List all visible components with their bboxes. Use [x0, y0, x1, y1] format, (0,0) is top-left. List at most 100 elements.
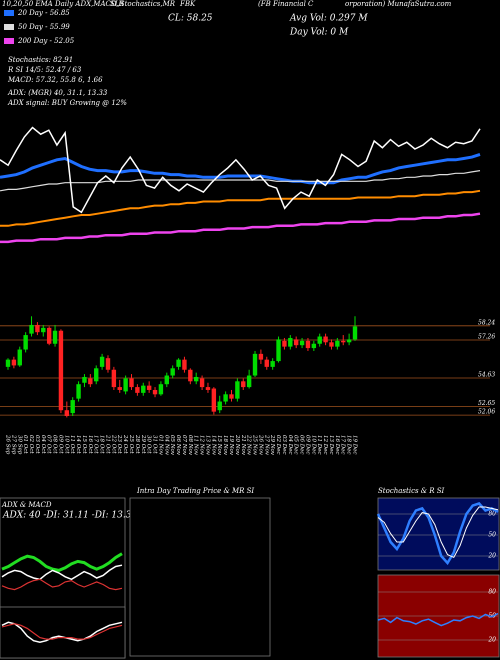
panel-title: Stochastics & R SI	[378, 487, 445, 495]
close-price: CL: 58.25	[168, 14, 213, 24]
line	[1, 552, 123, 572]
y-tick-label: 20	[487, 553, 496, 560]
candle-body	[305, 340, 311, 349]
line	[376, 502, 499, 566]
candle-body	[88, 378, 93, 385]
line	[1, 623, 123, 640]
header-text: 10,20,50 EMA Daily ADX,MACD,R	[2, 0, 124, 8]
candle-body	[317, 336, 322, 344]
x-tick-label: 05 Dec	[293, 435, 299, 455]
line	[377, 506, 499, 559]
candle-body	[199, 378, 205, 388]
x-tick-label: 23 Oct	[116, 434, 122, 454]
legend-swatch	[4, 10, 14, 16]
x-tick-label: 31 Oct	[152, 435, 158, 454]
candle-body	[176, 359, 181, 367]
y-tick-label: 20	[487, 637, 496, 644]
panel-title: Intra Day Trading Price & MR SI	[136, 487, 254, 495]
candle-body	[99, 356, 105, 367]
x-tick-label: 30 Oct	[146, 435, 152, 454]
x-tick-label: 04 Nov	[163, 435, 169, 456]
x-tick-label: 18 Nov	[222, 435, 228, 456]
legend-label: 50 Day - 55.99	[18, 23, 70, 31]
x-tick-label: 19 Dec	[352, 435, 358, 455]
x-tick-label: 04 Dec	[287, 435, 293, 455]
candle-body	[341, 340, 346, 343]
x-tick-label: 22 Nov	[246, 434, 252, 456]
x-tick-label: 28 Oct	[134, 434, 140, 454]
x-tick-label: 06 Nov	[175, 435, 181, 456]
x-tick-label: 05 Nov	[169, 435, 175, 456]
candle-body	[164, 375, 169, 385]
x-tick-label: 26 Sep	[5, 434, 11, 455]
x-tick-label: 29 Nov	[269, 434, 275, 456]
line	[0, 189, 481, 227]
y-tick-label: 54.63	[478, 371, 495, 378]
candle-body	[229, 394, 234, 399]
line	[0, 170, 481, 192]
candle-body	[105, 358, 111, 370]
x-tick-label: 21 Oct	[104, 434, 110, 454]
candle-body	[117, 387, 122, 390]
x-tick-label: 27 Sep	[10, 434, 16, 455]
x-tick-label: 19 Nov	[228, 435, 234, 456]
candle-body	[94, 368, 99, 382]
stochastics-text: Stochastics: 82.91	[8, 56, 73, 64]
line	[0, 126, 481, 214]
x-tick-label: 03 Dec	[281, 435, 287, 455]
candle-body	[329, 342, 334, 347]
candle-body	[235, 381, 240, 399]
day-volume: Day Vol: 0 M	[289, 28, 349, 38]
y-tick-label: 58.24	[478, 319, 495, 326]
candle-body	[158, 384, 164, 395]
header-text: SI,Stochastics,MR	[110, 0, 176, 8]
candle-body	[346, 339, 352, 343]
candle-body	[111, 369, 117, 388]
x-tick-label: 24 Oct	[122, 434, 128, 454]
y-tick-label: 52.65	[478, 400, 495, 407]
y-tick-label: 80	[488, 589, 496, 596]
macd-text: MACD: 57.32, 55.8 6, 1.66	[7, 76, 103, 84]
candle-body	[141, 385, 146, 393]
candle-body	[76, 384, 81, 399]
candle-body	[5, 359, 11, 367]
line	[1, 621, 123, 643]
candle-body	[29, 324, 34, 334]
x-tick-label: 16 Oct	[87, 435, 93, 454]
x-tick-label: 06 Dec	[299, 435, 305, 455]
x-tick-label: 15 Oct	[81, 435, 87, 454]
x-tick-label: 11 Dec	[316, 435, 322, 455]
candle-body	[352, 326, 358, 340]
x-tick-label: 04 Oct	[40, 435, 46, 454]
legend-label: 200 Day - 52.05	[17, 37, 75, 45]
x-tick-label: 02 Dec	[275, 435, 281, 455]
rsi-text: R SI 14/5: 52.47 / 63	[7, 66, 82, 74]
header-text: orporation) MunafaSutra.com	[345, 0, 452, 8]
legend-swatch	[4, 38, 14, 44]
line	[1, 578, 123, 591]
candle-body	[311, 343, 317, 349]
candle-body	[41, 327, 46, 333]
panel	[0, 606, 126, 659]
x-tick-label: 12 Nov	[199, 435, 205, 456]
header-text: FBK	[179, 0, 196, 8]
x-tick-label: 08 Nov	[187, 435, 193, 456]
x-tick-label: 07 Nov	[181, 435, 187, 456]
candle-body	[246, 375, 252, 388]
x-tick-label: 18 Dec	[346, 435, 352, 455]
candle-body	[135, 387, 140, 393]
x-tick-label: 09 Oct	[57, 435, 63, 454]
y-tick-label: 52.06	[478, 409, 495, 416]
x-tick-label: 21 Nov	[240, 434, 246, 456]
candle-body	[129, 378, 134, 388]
candle-body	[258, 353, 264, 360]
panel-annotation: ADX: 40 -DI: 31.11 -DI: 13.33	[2, 511, 137, 521]
x-tick-label: 12 Dec	[322, 435, 328, 455]
candle-body	[282, 340, 287, 347]
candle-body	[58, 330, 64, 411]
x-tick-label: 17 Dec	[340, 435, 346, 455]
x-tick-label: 20 Nov	[234, 434, 240, 456]
candle-body	[211, 388, 217, 412]
candle-body	[146, 385, 152, 390]
